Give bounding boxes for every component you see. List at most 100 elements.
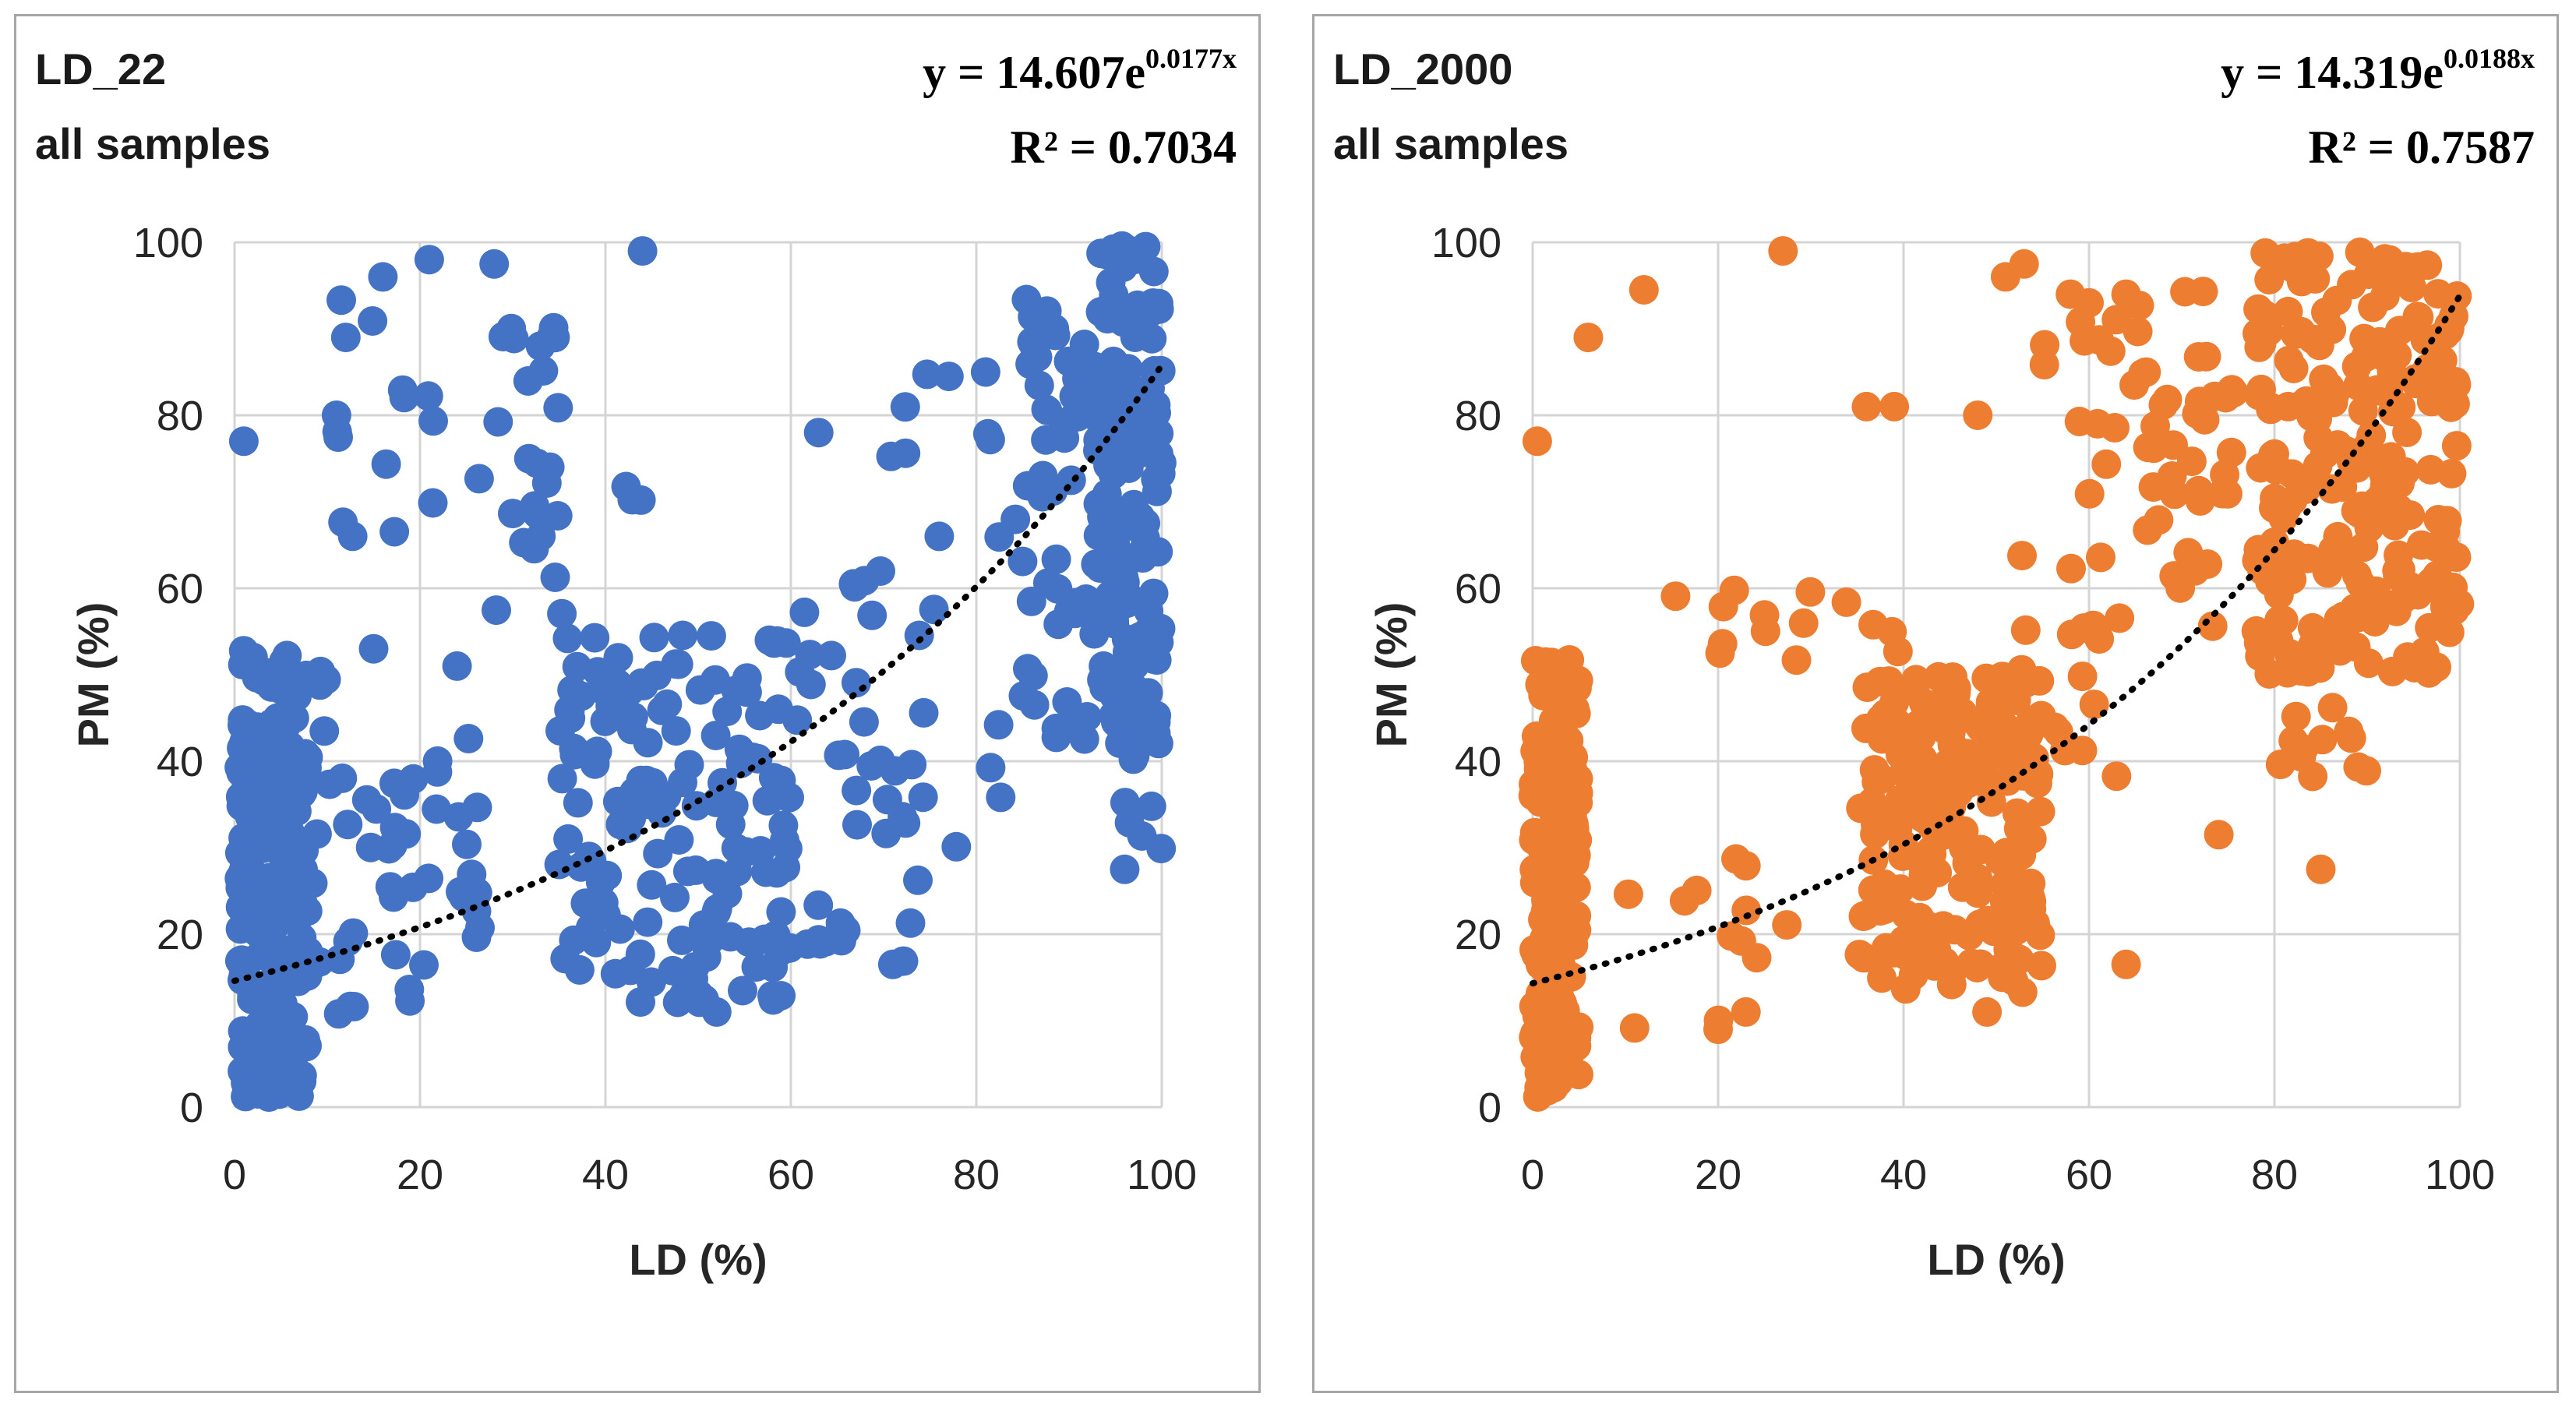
data-point (2278, 354, 2309, 383)
x-tick-label: 40 (1880, 1152, 1927, 1198)
r-squared: R² = 0.7587 (2308, 122, 2535, 173)
data-point (328, 507, 358, 538)
data-point (718, 790, 749, 820)
data-point (2030, 330, 2060, 360)
data-point (857, 600, 887, 630)
data-point (1018, 661, 1048, 691)
data-point (1523, 746, 1554, 777)
x-tick-label: 80 (2251, 1152, 2298, 1198)
data-point (2013, 719, 2044, 750)
data-point (453, 724, 484, 753)
data-point (897, 750, 927, 780)
data-point (394, 975, 425, 1004)
data-point (2440, 389, 2470, 419)
data-point (570, 888, 601, 919)
data-point (2027, 951, 2056, 981)
data-point (1731, 996, 1761, 1027)
data-point (2281, 654, 2311, 685)
data-point (679, 964, 708, 994)
data-point (2300, 263, 2331, 294)
data-point (380, 940, 411, 970)
data-point (639, 623, 669, 653)
data-point (890, 392, 920, 422)
data-point (759, 628, 789, 658)
data-point (633, 907, 663, 937)
trendline-equation: y = 14.319e0.0188x R² = 0.7587 (2221, 35, 2535, 185)
data-point (1545, 1016, 1576, 1046)
data-point (2204, 820, 2234, 850)
data-point (2388, 584, 2418, 614)
data-point (1085, 599, 1115, 630)
data-point (2392, 418, 2422, 447)
data-point (368, 262, 398, 292)
y-tick-label: 60 (1455, 566, 1501, 612)
data-point (2427, 345, 2458, 376)
data-point (226, 757, 256, 788)
data-point (762, 925, 792, 955)
data-point (1111, 422, 1142, 452)
data-point (482, 595, 511, 626)
y-tick-label: 40 (157, 739, 203, 785)
data-point (2354, 513, 2384, 543)
data-point (2111, 949, 2141, 979)
y-axis-label: PM (%) (1367, 602, 1416, 748)
r-squared: R² = 0.7034 (1010, 122, 1237, 173)
data-point (464, 464, 494, 494)
data-point (2307, 640, 2338, 670)
data-point (770, 825, 799, 855)
data-point (652, 689, 683, 719)
data-point (2395, 500, 2426, 531)
data-point (269, 841, 299, 872)
data-point (1520, 1042, 1551, 1072)
chart-title-block: LD_2000 all samples (1333, 32, 1569, 182)
data-point (2001, 915, 2031, 945)
data-point (351, 785, 382, 815)
data-point (358, 633, 389, 664)
data-point (273, 1076, 304, 1106)
data-point (2307, 725, 2338, 755)
data-point (664, 825, 694, 855)
data-point (413, 381, 443, 411)
data-point (323, 422, 353, 453)
data-point (1927, 760, 1957, 791)
data-point (2086, 542, 2115, 573)
data-point (483, 407, 513, 437)
data-point (626, 668, 657, 698)
data-point (1889, 926, 1919, 956)
data-point (1919, 951, 1950, 981)
data-point (2391, 252, 2421, 282)
data-point (627, 236, 658, 266)
x-tick-label: 60 (768, 1152, 814, 1198)
data-point (1972, 905, 2003, 936)
data-point (2336, 723, 2366, 753)
data-point (2183, 342, 2214, 372)
data-point (1089, 651, 1119, 681)
data-point (1898, 713, 1928, 743)
data-point (912, 359, 942, 390)
data-point (983, 710, 1014, 740)
chart-title: LD_22 (35, 44, 167, 93)
data-point (2306, 854, 2336, 884)
data-point (520, 491, 550, 521)
data-point (660, 882, 690, 912)
data-point (743, 743, 773, 774)
data-point (414, 245, 444, 275)
data-point (231, 1077, 262, 1107)
data-point (2111, 279, 2141, 309)
data-point (1554, 645, 1585, 675)
data-point (895, 908, 926, 938)
data-point (1043, 573, 1073, 604)
data-point (2025, 796, 2056, 827)
data-point (976, 753, 1006, 783)
data-point (2043, 717, 2073, 747)
data-point (1870, 699, 1900, 729)
data-point (1096, 365, 1126, 396)
data-point (1861, 767, 1892, 797)
data-point (1069, 724, 1099, 754)
data-point (1092, 239, 1122, 270)
data-point (457, 859, 487, 890)
data-point (267, 1000, 298, 1030)
data-point (877, 949, 908, 979)
data-point (2101, 761, 2132, 792)
data-point (525, 331, 556, 362)
